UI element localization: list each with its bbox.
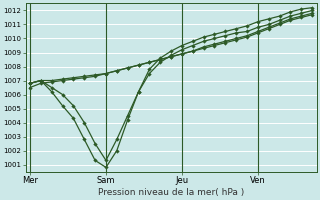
X-axis label: Pression niveau de la mer( hPa ): Pression niveau de la mer( hPa ): [98, 188, 244, 197]
